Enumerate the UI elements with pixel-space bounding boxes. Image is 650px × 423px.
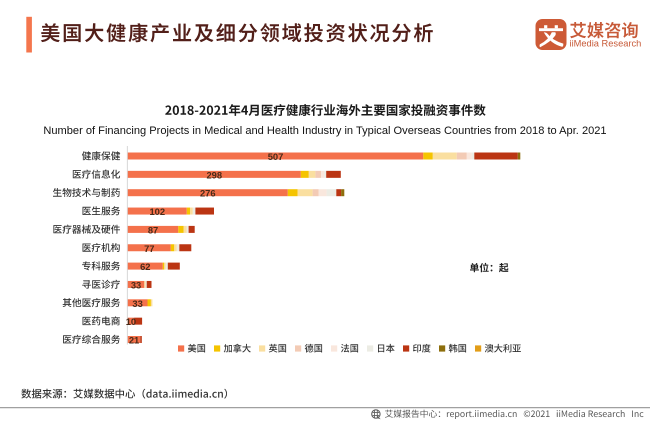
- svg-text:Number of Financing Projects i: Number of Financing Projects in Medical …: [43, 125, 606, 137]
- svg-text:33: 33: [132, 298, 142, 309]
- svg-text:62: 62: [140, 261, 150, 272]
- svg-text:507: 507: [268, 151, 284, 162]
- svg-text:10: 10: [126, 316, 136, 327]
- svg-text:33: 33: [131, 279, 141, 290]
- svg-text:iiMedia Research: iiMedia Research: [570, 38, 642, 48]
- svg-text:21: 21: [129, 335, 139, 346]
- svg-text:87: 87: [148, 224, 158, 235]
- svg-text:276: 276: [200, 188, 216, 199]
- svg-text:77: 77: [144, 243, 154, 254]
- svg-text:298: 298: [206, 169, 222, 180]
- svg-text:102: 102: [149, 206, 165, 217]
